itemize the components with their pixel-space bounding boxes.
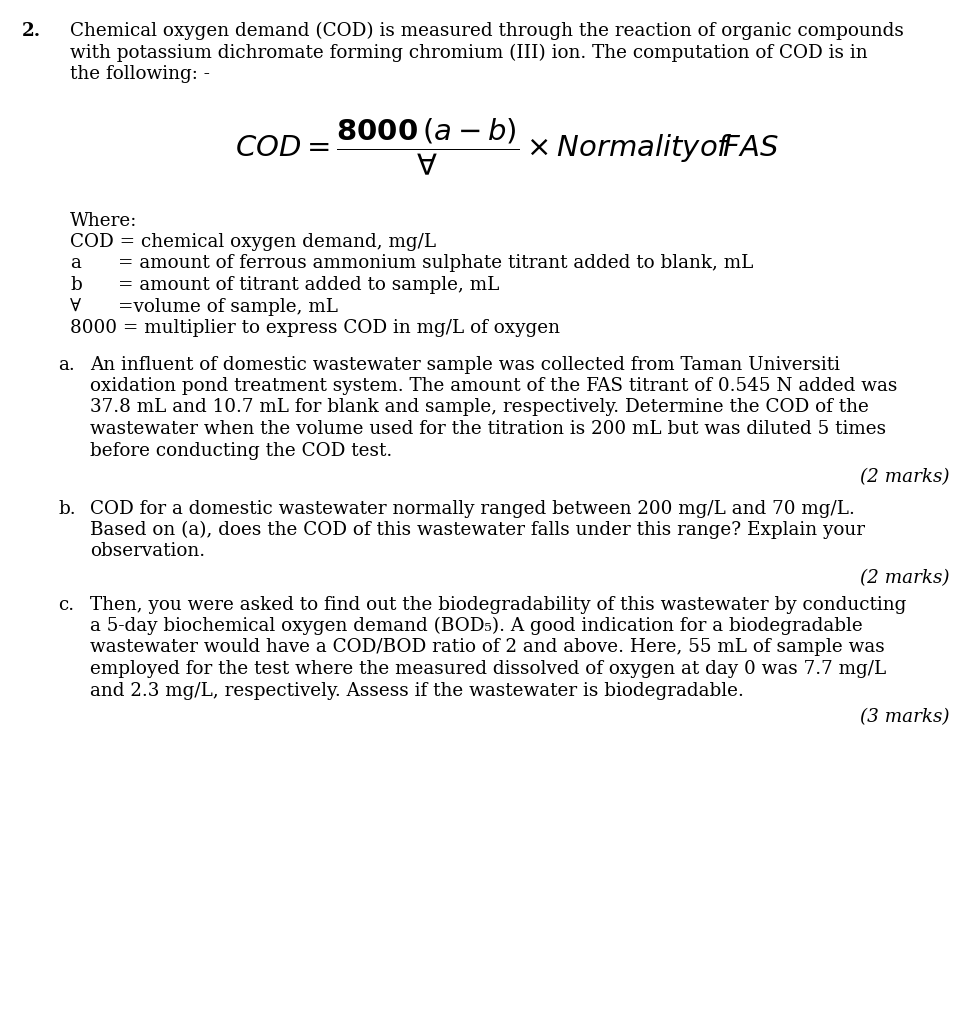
Text: (2 marks): (2 marks) [860,468,950,486]
Text: (3 marks): (3 marks) [860,708,950,726]
Text: Where:: Where: [70,211,137,230]
Text: before conducting the COD test.: before conducting the COD test. [90,442,393,459]
Text: Chemical oxygen demand (COD) is measured through the reaction of organic compoun: Chemical oxygen demand (COD) is measured… [70,22,904,40]
Text: 8000 = multiplier to express COD in mg/L of oxygen: 8000 = multiplier to express COD in mg/L… [70,319,560,337]
Text: employed for the test where the measured dissolved of oxygen at day 0 was 7.7 mg: employed for the test where the measured… [90,660,886,678]
Text: COD for a domestic wastewater normally ranged between 200 mg/L and 70 mg/L.: COD for a domestic wastewater normally r… [90,500,855,517]
Text: wastewater when the volume used for the titration is 200 mL but was diluted 5 ti: wastewater when the volume used for the … [90,420,886,438]
Text: a 5-day biochemical oxygen demand (BOD₅). A good indication for a biodegradable: a 5-day biochemical oxygen demand (BOD₅)… [90,617,863,636]
Text: with potassium dichromate forming chromium (III) ion. The computation of COD is : with potassium dichromate forming chromi… [70,43,868,62]
Text: and 2.3 mg/L, respectively. Assess if the wastewater is biodegradable.: and 2.3 mg/L, respectively. Assess if th… [90,682,744,699]
Text: a.: a. [58,355,75,374]
Text: the following: -: the following: - [70,65,209,83]
Text: observation.: observation. [90,543,206,560]
Text: oxidation pond treatment system. The amount of the FAS titrant of 0.545 N added : oxidation pond treatment system. The amo… [90,377,897,394]
Text: ∀: ∀ [70,298,81,315]
Text: 37.8 mL and 10.7 mL for blank and sample, respectively. Determine the COD of the: 37.8 mL and 10.7 mL for blank and sample… [90,399,869,416]
Text: = amount of ferrous ammonium sulphate titrant added to blank, mL: = amount of ferrous ammonium sulphate ti… [118,254,753,273]
Text: =volume of sample, mL: =volume of sample, mL [118,298,338,315]
Text: COD = chemical oxygen demand, mg/L: COD = chemical oxygen demand, mg/L [70,233,436,251]
Text: $\mathit{COD} = \dfrac{\mathbf{8000}\,(\mathit{a}-\mathit{b})}{\forall} \times \: $\mathit{COD} = \dfrac{\mathbf{8000}\,(\… [235,116,778,177]
Text: 2.: 2. [22,22,41,40]
Text: b.: b. [58,500,76,517]
Text: Then, you were asked to find out the biodegradability of this wastewater by cond: Then, you were asked to find out the bio… [90,595,907,614]
Text: wastewater would have a COD/BOD ratio of 2 and above. Here, 55 mL of sample was: wastewater would have a COD/BOD ratio of… [90,639,884,656]
Text: c.: c. [58,595,74,614]
Text: = amount of titrant added to sample, mL: = amount of titrant added to sample, mL [118,276,500,294]
Text: (2 marks): (2 marks) [860,569,950,587]
Text: a: a [70,254,81,273]
Text: Based on (a), does the COD of this wastewater falls under this range? Explain yo: Based on (a), does the COD of this waste… [90,521,865,540]
Text: b: b [70,276,82,294]
Text: An influent of domestic wastewater sample was collected from Taman Universiti: An influent of domestic wastewater sampl… [90,355,840,374]
